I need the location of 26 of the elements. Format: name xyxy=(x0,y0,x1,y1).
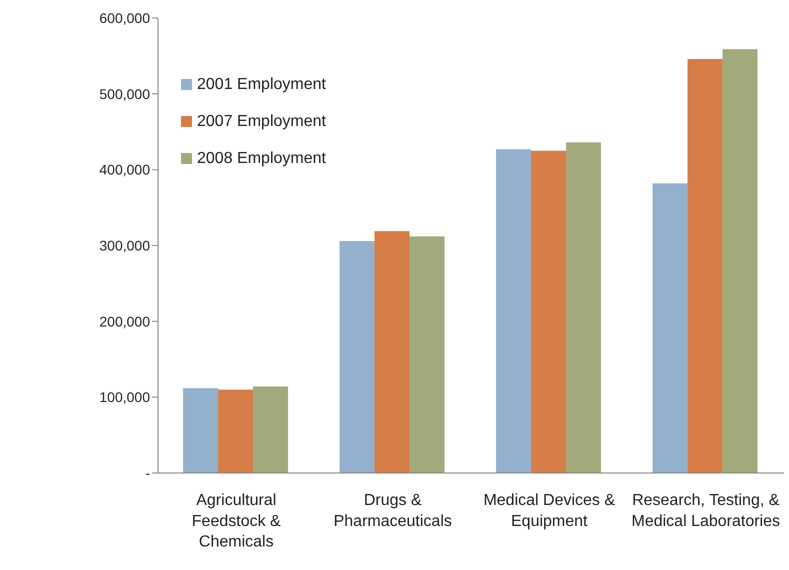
y-tick-label: 300,000 xyxy=(99,237,150,254)
bar xyxy=(496,149,532,473)
y-tick-label: 500,000 xyxy=(99,86,150,102)
bar xyxy=(410,236,445,473)
y-tick-label: 200,000 xyxy=(99,313,150,330)
bar xyxy=(531,150,566,473)
legend-label: 2007 Employment xyxy=(197,112,326,130)
bar xyxy=(374,231,410,473)
x-tick-label: Medical Devices & Equipment xyxy=(483,492,616,530)
x-tick-label: Drugs & Pharmaceuticals xyxy=(334,492,452,530)
legend-label: 2001 Employment xyxy=(197,76,326,94)
y-tick-label: 100,000 xyxy=(99,389,150,406)
x-tick-label: Research, Testing, & Medical Laboratories xyxy=(631,492,780,530)
bar xyxy=(340,240,375,473)
legend-label: 2008 Employment xyxy=(197,150,326,168)
y-tick-label: 600,000 xyxy=(99,10,150,26)
bar xyxy=(652,183,688,473)
bar xyxy=(183,388,218,473)
bar xyxy=(722,49,758,473)
y-tick-label: - xyxy=(145,464,150,481)
x-tick-label: Agricultural Feedstock & Chemicals xyxy=(192,492,282,551)
bar xyxy=(218,390,254,473)
bar xyxy=(566,142,602,473)
bar xyxy=(688,58,723,473)
bar xyxy=(253,386,288,473)
y-tick-label: 400,000 xyxy=(99,162,150,178)
